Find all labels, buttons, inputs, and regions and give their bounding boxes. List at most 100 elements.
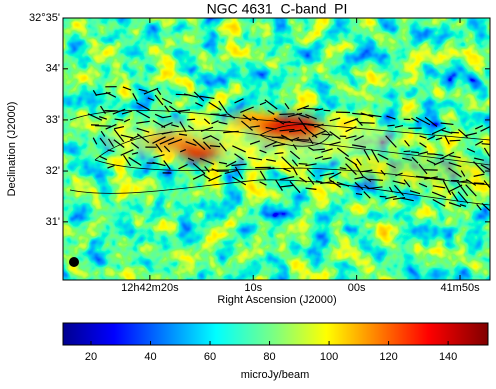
vector [392,196,406,200]
vector [449,154,461,159]
vector [474,140,484,146]
vector [178,133,188,136]
vector [224,169,238,175]
vector [135,110,151,119]
vector [136,120,150,124]
vector [179,148,187,153]
vector [419,142,427,148]
vector [386,162,396,169]
y-tick-label: 32°35' [29,12,60,24]
vector [354,176,364,180]
vector [447,184,463,193]
vector [193,91,205,102]
vector [313,148,325,151]
vector [152,136,166,144]
vector [354,181,364,191]
vector [273,117,285,125]
vector [199,95,215,100]
vector [187,157,195,162]
vector [114,118,124,121]
vector [203,118,211,125]
vector [363,191,371,199]
vector [211,120,219,125]
vector [185,141,197,146]
vector [457,191,469,204]
vector [159,137,175,145]
vector [154,94,164,106]
vector [131,152,139,155]
vector [100,130,106,137]
vector [171,124,179,128]
vector [259,101,267,106]
vector [274,152,284,155]
vector [299,129,307,135]
vector [259,170,267,181]
vector [289,150,301,160]
vector [385,135,397,148]
vector [267,109,275,115]
vector [367,186,383,190]
x-tick-label: 41m50s [440,282,480,294]
vector [120,134,134,139]
vector [434,153,444,157]
vector [219,142,227,152]
vector [136,102,150,111]
vector [345,163,357,176]
vector [314,155,324,160]
vector [280,184,294,188]
vector [305,114,317,120]
vector [122,154,132,167]
vector [356,158,362,166]
vector [402,157,412,162]
vector [279,128,295,132]
vector [279,176,295,181]
colorbar-tick-label: 120 [379,351,397,363]
vector [427,135,435,141]
vector [290,136,300,142]
vector [336,147,350,158]
vector [152,161,166,167]
vector [419,135,427,139]
vector [329,117,341,122]
vector [162,115,172,119]
vector [251,116,259,121]
y-tick-label: 33' [46,114,60,126]
vector [444,134,450,145]
vector [296,113,310,119]
vector [208,174,222,182]
vector [161,122,173,128]
vector [175,109,191,113]
vector [122,86,132,91]
vector [100,105,106,115]
vector [368,114,382,118]
vector [240,106,254,114]
vector [418,163,428,175]
vector [272,143,286,147]
vector [403,150,411,153]
vector [279,113,295,116]
vector [480,125,490,132]
vector [352,112,366,116]
vector [289,129,301,133]
vector [107,149,115,153]
vector [352,144,366,148]
vector [275,179,283,191]
vector [483,180,490,189]
vector [392,180,406,185]
vector [208,101,222,111]
vector [435,137,443,141]
vector [283,121,291,124]
vector [449,139,461,142]
vector [153,154,165,158]
map [63,18,490,280]
vector [442,180,452,196]
vector [267,167,275,170]
vector [113,139,125,148]
vector [457,128,469,138]
vector [164,105,170,113]
beam [69,257,79,267]
vector [223,130,239,134]
vector [388,186,394,193]
vector [404,139,410,147]
vector [475,124,483,130]
